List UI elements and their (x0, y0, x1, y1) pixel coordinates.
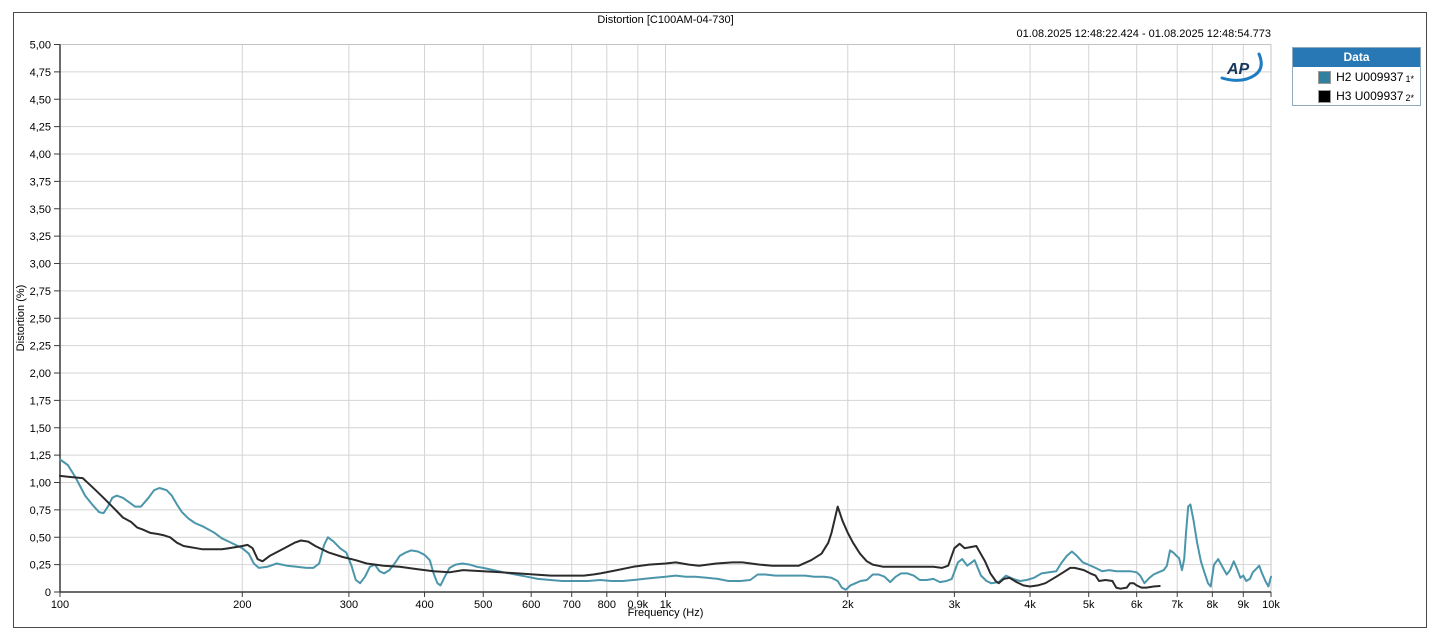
svg-text:2,75: 2,75 (30, 286, 51, 298)
svg-text:600: 600 (522, 599, 540, 611)
svg-text:2k: 2k (842, 599, 854, 611)
legend-box: Data H2 U009937 1* H3 U009937 2* (1292, 47, 1421, 106)
legend-item-label: H3 U009937 (1336, 89, 1404, 103)
svg-text:2,00: 2,00 (30, 368, 51, 380)
svg-text:1k: 1k (660, 599, 672, 611)
ap-logo-text: AP (1226, 61, 1250, 78)
h2-color-swatch (1318, 70, 1332, 84)
svg-text:1,50: 1,50 (30, 423, 51, 435)
chart-title: Distortion [C100AM-04-730] (597, 14, 734, 26)
svg-text:3,50: 3,50 (30, 204, 51, 216)
svg-text:100: 100 (51, 599, 69, 611)
legend-item-index: 1* (1405, 74, 1414, 84)
svg-text:700: 700 (563, 599, 581, 611)
svg-text:10k: 10k (1262, 599, 1280, 611)
svg-text:7k: 7k (1171, 599, 1183, 611)
svg-text:4k: 4k (1024, 599, 1036, 611)
svg-text:3,75: 3,75 (30, 176, 51, 188)
svg-text:8k: 8k (1207, 599, 1219, 611)
svg-text:200: 200 (233, 599, 251, 611)
ap-logo: AP (1220, 50, 1266, 84)
svg-text:3,00: 3,00 (30, 259, 51, 271)
svg-text:6k: 6k (1131, 599, 1143, 611)
svg-text:0,9k: 0,9k (627, 599, 648, 611)
svg-text:3k: 3k (949, 599, 961, 611)
measurement-timestamp: 01.08.2025 12:48:22.424 - 01.08.2025 12:… (1016, 28, 1271, 40)
svg-text:9k: 9k (1237, 599, 1249, 611)
svg-text:4,50: 4,50 (30, 94, 51, 106)
x-axis-label: Frequency (Hz) (627, 607, 704, 619)
legend-item-h2[interactable]: H2 U009937 1* (1293, 67, 1420, 86)
svg-text:4,25: 4,25 (30, 122, 51, 134)
legend-item-label: H2 U009937 (1336, 70, 1404, 84)
svg-text:800: 800 (598, 599, 616, 611)
svg-text:400: 400 (415, 599, 433, 611)
svg-text:0: 0 (45, 587, 51, 599)
svg-text:0,50: 0,50 (30, 532, 51, 544)
legend-item-h3[interactable]: H3 U009937 2* (1293, 86, 1420, 105)
svg-text:5,00: 5,00 (30, 40, 51, 52)
ap-logo-swoosh (1220, 52, 1263, 82)
svg-text:4,75: 4,75 (30, 67, 51, 79)
h3-color-swatch (1318, 89, 1332, 103)
svg-text:300: 300 (340, 599, 358, 611)
svg-text:0,25: 0,25 (30, 560, 51, 572)
svg-text:1,00: 1,00 (30, 478, 51, 490)
svg-text:2,50: 2,50 (30, 313, 51, 325)
y-axis-label: Distortion (%) (15, 284, 27, 352)
legend-header: Data (1293, 48, 1420, 67)
svg-text:4,00: 4,00 (30, 149, 51, 161)
svg-text:5k: 5k (1083, 599, 1095, 611)
svg-text:0,75: 0,75 (30, 505, 51, 517)
svg-text:500: 500 (474, 599, 492, 611)
legend-item-index: 2* (1405, 93, 1414, 103)
svg-text:3,25: 3,25 (30, 231, 51, 243)
svg-text:2,25: 2,25 (30, 341, 51, 353)
svg-text:1,25: 1,25 (30, 450, 51, 462)
chart-panel-border (13, 12, 1427, 628)
svg-text:1,75: 1,75 (30, 395, 51, 407)
